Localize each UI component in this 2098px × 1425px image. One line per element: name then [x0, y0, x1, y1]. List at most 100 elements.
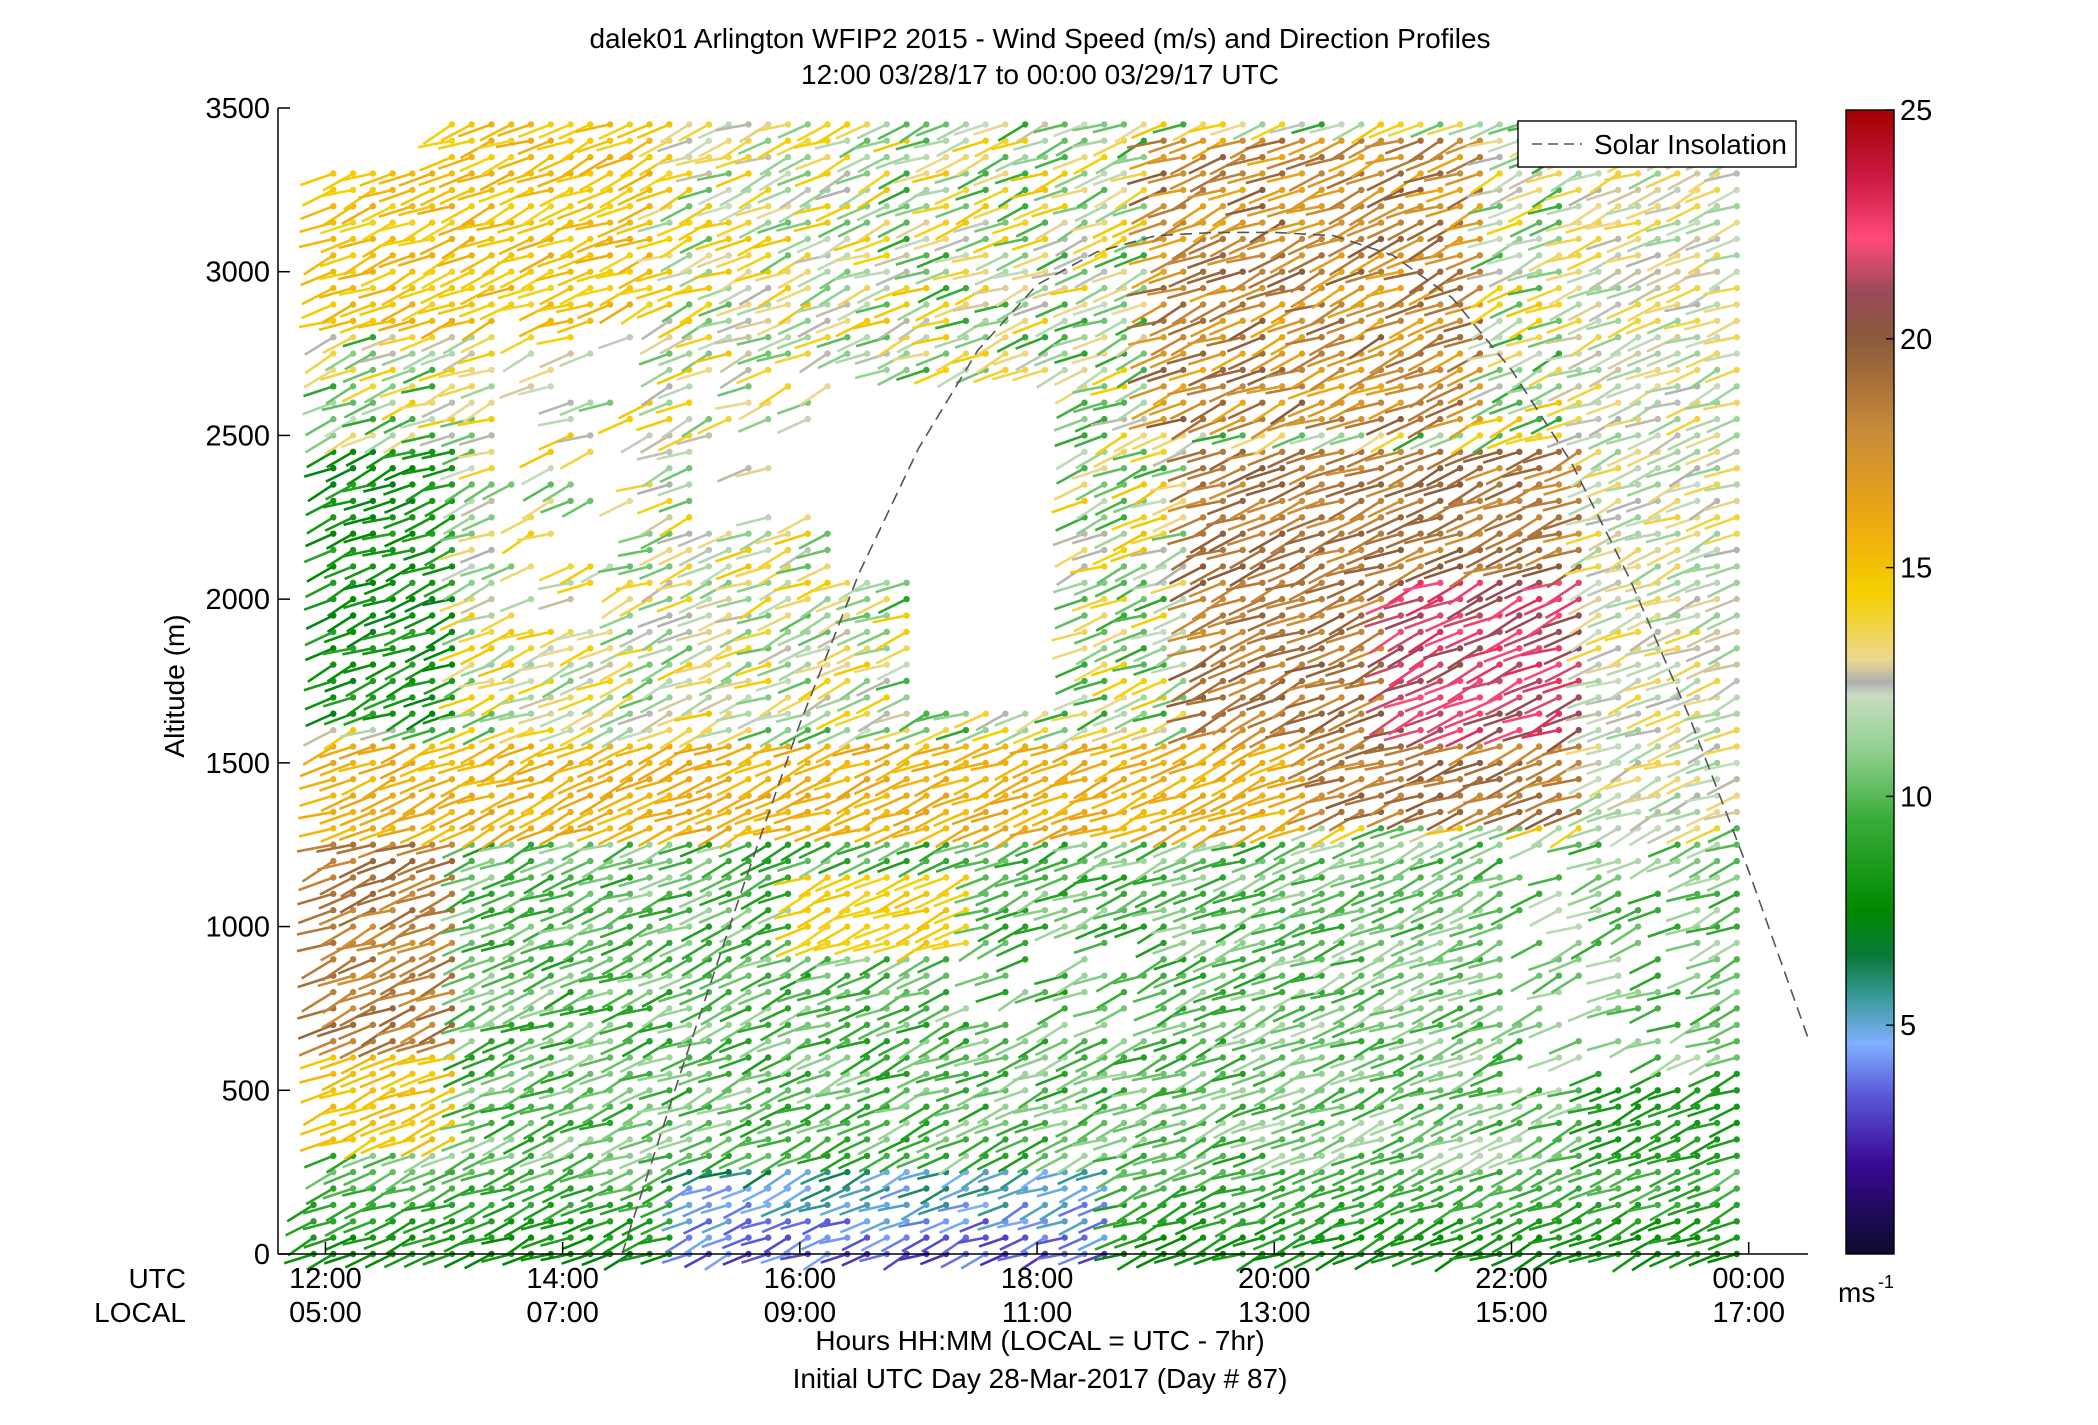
wind-barb-shaft	[1072, 303, 1105, 317]
wind-barb-dot	[389, 530, 396, 537]
wind-barb-shaft	[1076, 843, 1105, 863]
wind-barb-dot	[527, 972, 535, 979]
wind-barb-shaft	[1052, 155, 1085, 171]
wind-barb-shaft	[397, 1089, 433, 1098]
wind-barb-shaft	[344, 1252, 374, 1269]
wind-barb-shaft	[597, 335, 631, 350]
wind-barb-dot	[606, 874, 614, 881]
wind-barb-shaft	[1055, 1056, 1086, 1073]
wind-barb-shaft	[522, 974, 552, 993]
wind-barb-shaft	[326, 548, 354, 568]
wind-barb-dot	[784, 841, 792, 848]
wind-barb-shaft	[838, 188, 868, 209]
wind-barb-shaft	[977, 1040, 1007, 1058]
wind-barb-shaft	[637, 745, 671, 766]
wind-barb-dot	[468, 677, 475, 685]
wind-barb-dot	[547, 1054, 554, 1061]
wind-barb-dot	[646, 939, 653, 947]
wind-barb-shaft	[818, 172, 849, 194]
wind-barb-shaft	[933, 909, 967, 925]
wind-barb-shaft	[953, 745, 987, 764]
wind-barb-shaft	[972, 827, 1006, 846]
wind-barb-dot	[527, 1038, 535, 1045]
wind-barb-dot	[606, 988, 614, 996]
wind-barb-dot	[686, 1152, 693, 1160]
wind-barb-dot	[587, 317, 594, 324]
wind-barb-shaft	[895, 925, 928, 946]
wind-barb-shaft	[694, 810, 730, 826]
wind-barb-shaft	[1036, 139, 1066, 159]
wind-barb-dot	[863, 890, 871, 897]
wind-barb-shaft	[836, 696, 868, 712]
wind-barb-shaft	[815, 958, 848, 968]
wind-barb-dot	[923, 1054, 930, 1061]
wind-barb-dot	[330, 874, 337, 881]
wind-barb-dot	[468, 645, 475, 652]
wind-barb-shaft	[935, 139, 967, 158]
wind-barb-dot	[567, 1087, 574, 1094]
wind-barb-shaft	[338, 745, 374, 761]
wind-barb-dot	[389, 1168, 396, 1176]
wind-barb-shaft	[1011, 777, 1046, 795]
wind-barb-dot	[1021, 759, 1029, 767]
wind-barb-dot	[844, 153, 851, 161]
wind-barb-shaft	[857, 859, 888, 876]
wind-barb-dot	[666, 383, 673, 390]
wind-barb-shaft	[641, 467, 671, 488]
wind-barb-shaft	[782, 1171, 809, 1190]
wind-barb-dot	[686, 514, 693, 521]
wind-barb-shaft	[404, 516, 433, 533]
wind-barb-shaft	[813, 892, 848, 905]
wind-barb-dot	[1061, 841, 1068, 848]
wind-barb-dot	[369, 645, 377, 652]
wind-barb-shaft	[599, 172, 631, 193]
wind-barb-dot	[923, 956, 930, 963]
wind-barb-dot	[923, 284, 930, 292]
wind-barb-shaft	[718, 1056, 749, 1070]
wind-barb-dot	[448, 1054, 456, 1061]
wind-barb-shaft	[955, 728, 987, 745]
wind-barb-dot	[626, 923, 634, 930]
wind-barb-dot	[488, 612, 495, 619]
wind-barb-dot	[330, 857, 337, 865]
wind-barb-shaft	[737, 745, 769, 767]
wind-barb-shaft	[1017, 1040, 1046, 1059]
wind-barb-dot	[448, 448, 456, 455]
wind-barb-dot	[646, 579, 653, 586]
wind-barb-dot	[666, 759, 673, 767]
wind-barb-shaft	[857, 810, 888, 833]
wind-barb-dot	[745, 939, 752, 947]
wind-barb-dot	[488, 988, 495, 996]
wind-barb-dot	[962, 268, 970, 275]
wind-barb-shaft	[598, 859, 631, 871]
wind-barb-dot	[705, 219, 713, 226]
wind-barb-dot	[883, 792, 890, 799]
wind-barb-dot	[349, 645, 357, 652]
wind-barb-dot	[606, 972, 614, 979]
wind-barb-shaft	[915, 155, 947, 174]
wind-barb-dot	[824, 661, 831, 668]
wind-barb-shaft	[600, 598, 631, 620]
wind-barb-shaft	[933, 761, 967, 779]
wind-barb-dot	[804, 415, 811, 423]
wind-barb-shaft	[814, 794, 848, 812]
wind-barb-shaft	[316, 843, 354, 853]
wind-barb-shaft	[701, 1154, 730, 1174]
wind-barb-dot	[784, 301, 792, 308]
wind-barb-shaft	[305, 581, 334, 599]
wind-barb-dot	[844, 186, 851, 194]
wind-barb-dot	[784, 219, 792, 226]
wind-barb-shaft	[1073, 630, 1105, 645]
wind-barb-shaft	[895, 254, 927, 267]
wind-barb-dot	[349, 1038, 357, 1045]
wind-barb-shaft	[635, 270, 670, 283]
wind-barb-shaft	[461, 827, 493, 850]
wind-barb-shaft	[1072, 237, 1105, 255]
wind-barb-shaft	[1054, 385, 1086, 405]
wind-barb-shaft	[818, 859, 848, 875]
wind-barb-dot	[409, 972, 416, 979]
wind-barb-dot	[765, 317, 772, 324]
wind-barb-dot	[330, 694, 337, 701]
wind-barb-dot	[508, 956, 515, 963]
wind-barb-dot	[349, 1087, 357, 1094]
